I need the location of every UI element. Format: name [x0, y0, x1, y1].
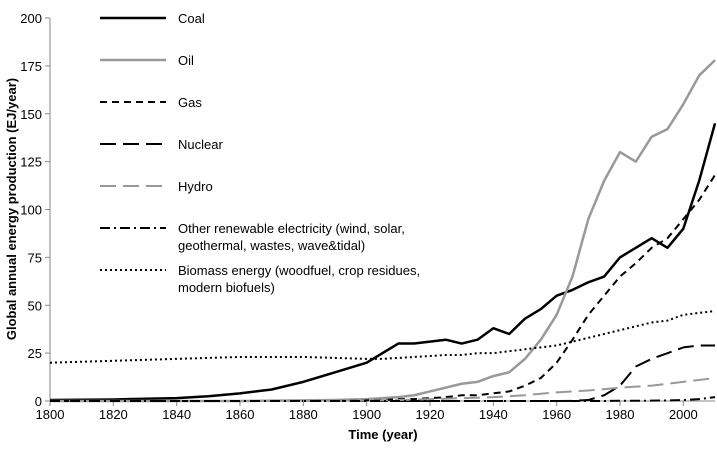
- x-tick-label: 1920: [416, 407, 445, 422]
- legend-entry: Other renewable electricity (wind, solar…: [98, 220, 423, 262]
- legend-swatch: [100, 227, 166, 229]
- legend-entry: Gas: [98, 94, 423, 136]
- y-tick-label: 50: [28, 298, 42, 313]
- series-line: [49, 122, 717, 402]
- y-axis-label: Global annual energy production (EJ/year…: [4, 78, 19, 340]
- series-line: [49, 310, 716, 364]
- y-tick-label: 175: [20, 59, 42, 74]
- legend-label: Nuclear: [178, 137, 223, 152]
- y-tick-label: 150: [20, 107, 42, 122]
- x-tick-label: 1880: [289, 407, 318, 422]
- legend-swatch: [100, 269, 166, 271]
- x-tick-label: 2000: [669, 407, 698, 422]
- legend-entry: Hydro: [98, 178, 423, 220]
- legend-label: Gas: [178, 95, 202, 110]
- legend-entry: Nuclear: [98, 136, 423, 178]
- legend-entry: Coal: [98, 10, 423, 52]
- legend-swatch: [100, 143, 166, 145]
- legend-entry: Biomass energy (woodfuel, crop residues,…: [98, 262, 423, 304]
- legend-label: Oil: [178, 53, 194, 68]
- series-line: [50, 396, 716, 402]
- x-axis-label: Time (year): [348, 427, 417, 442]
- legend-label: Other renewable electricity (wind, solar…: [178, 221, 405, 253]
- legend: Coal Oil Gas Nuclear Hydro Other renewable el…: [98, 10, 423, 304]
- x-tick-label: 1960: [542, 407, 571, 422]
- y-tick-label: 25: [28, 346, 42, 361]
- x-tick-label: 1840: [162, 407, 191, 422]
- legend-swatch: [100, 16, 166, 20]
- legend-entry: Oil: [98, 52, 423, 94]
- x-tick-label: 1860: [226, 407, 255, 422]
- x-tick-label: 1980: [606, 407, 635, 422]
- legend-swatch: [100, 101, 166, 103]
- legend-swatch: [100, 185, 166, 187]
- y-tick-label: 200: [20, 11, 42, 26]
- legend-label: Coal: [178, 11, 205, 26]
- y-tick-label: 100: [20, 203, 42, 218]
- legend-swatch: [100, 58, 166, 62]
- y-tick-label: 75: [28, 250, 42, 265]
- y-tick-label: 0: [35, 394, 42, 409]
- x-tick-label: 1900: [352, 407, 381, 422]
- y-tick-label: 125: [20, 155, 42, 170]
- legend-label: Hydro: [178, 179, 213, 194]
- x-tick-label: 1800: [36, 407, 65, 422]
- x-tick-label: 1820: [99, 407, 128, 422]
- legend-label: Biomass energy (woodfuel, crop residues,…: [178, 263, 421, 295]
- x-tick-label: 1940: [479, 407, 508, 422]
